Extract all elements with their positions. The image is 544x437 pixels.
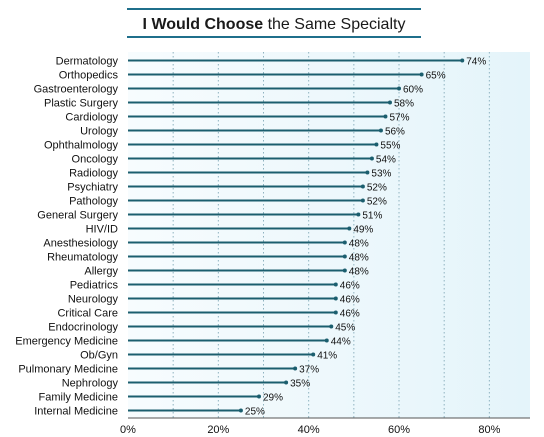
value-label-hiv-id: 49% — [353, 225, 373, 236]
bar-end-plastic-surgery — [387, 100, 392, 105]
category-label-urology: Urology — [80, 126, 118, 138]
bar-end-rheumatology — [342, 254, 347, 259]
value-label-oncology: 54% — [376, 155, 396, 166]
category-label-orthopedics: Orthopedics — [59, 70, 119, 82]
bar-end-internal-medicine — [238, 408, 243, 413]
value-label-endocrinology: 45% — [335, 323, 355, 334]
category-label-neurology: Neurology — [68, 294, 119, 306]
bar-end-cardiology — [383, 114, 388, 119]
chart-title-bold: I Would Choose — [143, 16, 264, 33]
bar-end-critical-care — [333, 310, 338, 315]
category-label-anesthesiology: Anesthesiology — [43, 238, 118, 250]
category-label-hiv-id: HIV/ID — [86, 224, 118, 236]
category-label-pulmonary-medicine: Pulmonary Medicine — [18, 364, 118, 376]
value-label-pediatrics: 46% — [340, 281, 360, 292]
x-tick-label-20: 20% — [207, 424, 229, 436]
value-label-family-medicine: 29% — [263, 393, 283, 404]
bar-end-pathology — [360, 198, 365, 203]
value-label-internal-medicine: 25% — [245, 407, 265, 418]
category-label-radiology: Radiology — [69, 168, 118, 180]
value-label-dermatology: 74% — [466, 57, 486, 68]
bar-end-radiology — [365, 170, 370, 175]
category-label-plastic-surgery: Plastic Surgery — [44, 98, 118, 110]
bar-end-oncology — [369, 156, 374, 161]
category-label-rheumatology: Rheumatology — [47, 252, 118, 264]
x-tick-label-60: 60% — [388, 424, 410, 436]
bars — [128, 58, 465, 413]
bar-end-psychiatry — [360, 184, 365, 189]
bar-end-gastroenterology — [397, 86, 402, 91]
value-label-pulmonary-medicine: 37% — [299, 365, 319, 376]
value-label-pathology: 52% — [367, 197, 387, 208]
category-label-nephrology: Nephrology — [62, 378, 119, 390]
bar-end-ophthalmology — [374, 142, 379, 147]
x-tick-label-40: 40% — [298, 424, 320, 436]
plot-area — [128, 52, 530, 418]
category-label-family-medicine: Family Medicine — [39, 392, 118, 404]
value-label-ophthalmology: 55% — [380, 141, 400, 152]
value-label-orthopedics: 65% — [426, 71, 446, 82]
category-label-psychiatry: Psychiatry — [67, 182, 118, 194]
category-label-pediatrics: Pediatrics — [70, 280, 119, 292]
value-labels: 74% 65%60% 58% 57% 56% 55% 54% 53% 52% 52% 51% 49% 4… — [245, 57, 486, 418]
bar-end-hiv-id — [347, 226, 352, 231]
bar-end-endocrinology — [329, 324, 334, 329]
category-label-gastroenterology: Gastroenterology — [34, 84, 119, 96]
x-tick-labels: 0% 20% 40% 60% 80% — [120, 424, 501, 436]
bar-end-general-surgery — [356, 212, 361, 217]
value-label-neurology: 46% — [340, 295, 360, 306]
category-label-oncology: Oncology — [72, 154, 119, 166]
value-label-rheumatology: 48% — [349, 253, 369, 264]
value-label-critical-care: 46% — [340, 309, 360, 320]
value-label-psychiatry: 52% — [367, 183, 387, 194]
value-label-emergency-medicine: 44% — [331, 337, 351, 348]
gridlines — [172, 52, 490, 418]
x-tick-label-80: 80% — [478, 424, 500, 436]
value-label-nephrology: 35% — [290, 379, 310, 390]
x-tick-label-0: 0% — [120, 424, 136, 436]
bar-end-ob-gyn — [311, 352, 316, 357]
bar-end-dermatology — [460, 58, 465, 63]
bar-end-anesthesiology — [342, 240, 347, 245]
value-label-cardiology: 57% — [389, 113, 409, 124]
category-label-ob-gyn: Ob/Gyn — [80, 350, 118, 362]
value-label-allergy: 48% — [349, 267, 369, 278]
category-label-cardiology: Cardiology — [65, 112, 118, 124]
bar-end-family-medicine — [256, 394, 261, 399]
category-label-critical-care: Critical Care — [57, 308, 118, 320]
bar-end-pediatrics — [333, 282, 338, 287]
value-label-general-surgery: 51% — [362, 211, 382, 222]
value-label-gastroenterology: 60% — [403, 85, 423, 96]
chart-title: I Would Choose the Same Specialty — [143, 16, 406, 33]
category-label-general-surgery: General Surgery — [37, 210, 118, 222]
category-label-ophthalmology: Ophthalmology — [44, 140, 118, 152]
category-label-pathology: Pathology — [69, 196, 118, 208]
category-label-endocrinology: Endocrinology — [48, 322, 118, 334]
value-label-ob-gyn: 41% — [317, 351, 337, 362]
category-labels: Dermatology Orthopedics Gastroenterology Pl… — [15, 56, 118, 418]
category-label-dermatology: Dermatology — [56, 56, 119, 68]
value-label-anesthesiology: 48% — [349, 239, 369, 250]
value-label-urology: 56% — [385, 127, 405, 138]
bar-end-emergency-medicine — [324, 338, 329, 343]
bar-end-pulmonary-medicine — [293, 366, 298, 371]
category-label-internal-medicine: Internal Medicine — [34, 406, 118, 418]
bar-end-allergy — [342, 268, 347, 273]
category-label-emergency-medicine: Emergency Medicine — [15, 336, 118, 348]
value-label-plastic-surgery: 58% — [394, 99, 414, 110]
bar-end-neurology — [333, 296, 338, 301]
chart-title-rest: the Same Specialty — [263, 16, 405, 33]
value-label-radiology: 53% — [371, 169, 391, 180]
bar-end-nephrology — [284, 380, 289, 385]
bar-end-urology — [378, 128, 383, 133]
category-label-allergy: Allergy — [84, 266, 118, 278]
bar-end-orthopedics — [419, 72, 424, 77]
